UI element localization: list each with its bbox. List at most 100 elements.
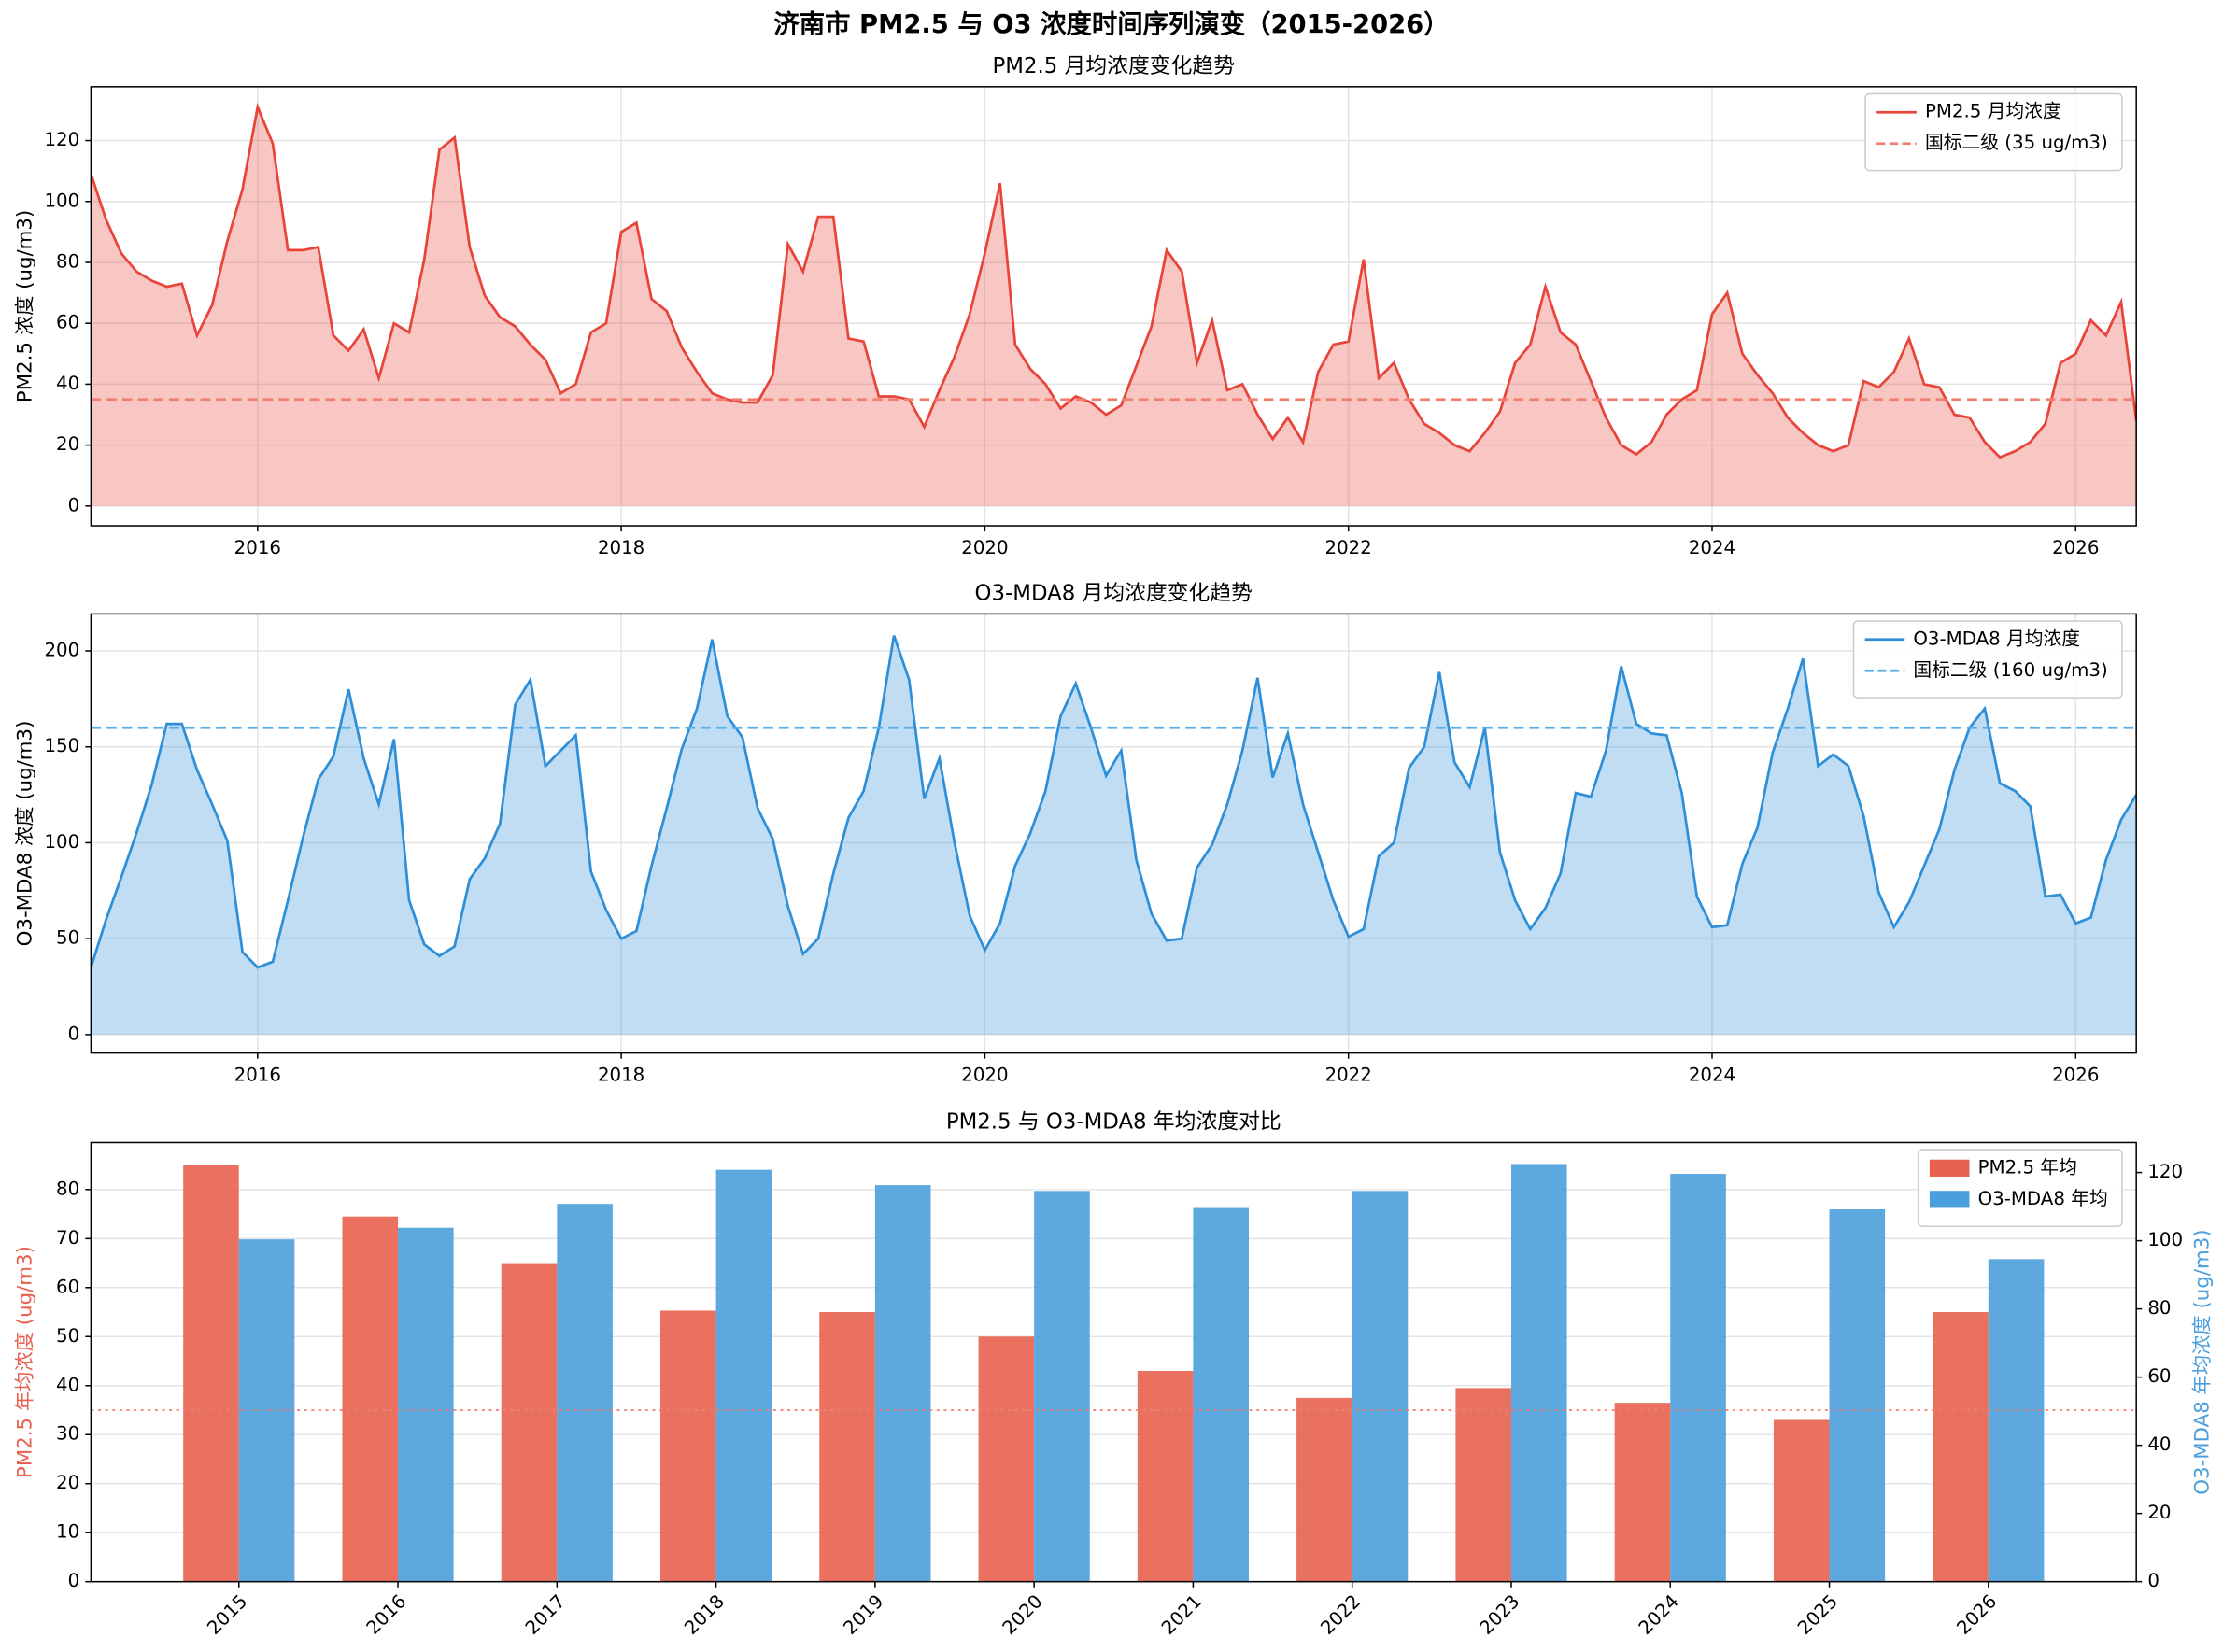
- bar: [715, 1169, 772, 1582]
- legend-label: O3-MDA8 年均: [1978, 1188, 2108, 1209]
- y2-tick-label: 100: [2147, 1229, 2183, 1250]
- y-tick-label: 20: [56, 1472, 79, 1493]
- subplot-title: PM2.5 与 O3-MDA8 年均浓度对比: [946, 1110, 1281, 1135]
- bar: [978, 1336, 1035, 1582]
- y-axis-label: PM2.5 浓度 (ug/m3): [13, 210, 36, 402]
- y-tick-label: 150: [44, 735, 79, 756]
- legend-box: [1864, 92, 2123, 172]
- legend-swatch: [1929, 1191, 1970, 1208]
- x-tick-label: 2024: [1689, 537, 1735, 558]
- legend-label: 国标二级 (35 ug/m3): [1925, 132, 2108, 153]
- plot-frame: [90, 86, 2137, 527]
- y2-tick-label: 40: [2147, 1433, 2171, 1455]
- bar: [557, 1204, 613, 1582]
- y-tick-label: 80: [56, 1178, 79, 1199]
- y-tick-label: 0: [68, 1570, 80, 1591]
- bar: [1137, 1371, 1194, 1582]
- bar: [1352, 1191, 1409, 1582]
- x-tick-label: 2015: [203, 1590, 251, 1639]
- x-tick-label: 2022: [1316, 1590, 1365, 1639]
- x-tick-label: 2025: [1793, 1590, 1842, 1639]
- x-tick-label: 2022: [1325, 537, 1372, 558]
- x-tick-label: 2020: [998, 1590, 1047, 1639]
- bar: [1773, 1419, 1830, 1582]
- bar: [659, 1310, 716, 1582]
- area-fill: [91, 106, 2137, 506]
- x-tick-label: 2017: [521, 1590, 570, 1639]
- plot-frame: [90, 1141, 2137, 1583]
- x-tick-label: 2021: [1157, 1590, 1206, 1639]
- bar: [1455, 1388, 1511, 1582]
- x-tick-label: 2016: [234, 1064, 281, 1085]
- bar: [342, 1216, 399, 1582]
- bar: [874, 1185, 931, 1582]
- bar: [238, 1239, 295, 1582]
- y2-tick-label: 20: [2147, 1502, 2171, 1523]
- legend-box: [1852, 620, 2123, 699]
- y-axis-label: PM2.5 年均浓度 (ug/m3): [13, 1246, 36, 1478]
- y-tick-label: 60: [56, 312, 79, 333]
- legend-label: 国标二级 (160 ug/m3): [1913, 659, 2107, 681]
- y-tick-label: 0: [68, 494, 80, 515]
- y-tick-label: 20: [56, 433, 79, 455]
- x-tick-label: 2018: [680, 1590, 729, 1639]
- x-tick-label: 2026: [2052, 1064, 2099, 1085]
- plot-frame: [90, 613, 2137, 1054]
- y-tick-label: 80: [56, 250, 79, 272]
- bar: [1034, 1191, 1090, 1582]
- bar: [398, 1227, 454, 1582]
- y-tick-label: 50: [56, 927, 79, 949]
- x-tick-label: 2023: [1476, 1590, 1524, 1639]
- area-fill: [91, 635, 2137, 1035]
- legend-label: O3-MDA8 月均浓度: [1913, 628, 2080, 649]
- bar: [1193, 1207, 1250, 1582]
- x-tick-label: 2024: [1635, 1590, 1683, 1639]
- bar: [1933, 1312, 1989, 1582]
- x-tick-label: 2016: [234, 537, 281, 558]
- bar: [1829, 1209, 1886, 1582]
- y-tick-label: 10: [56, 1521, 79, 1543]
- bar: [1670, 1174, 1726, 1582]
- x-tick-label: 2024: [1689, 1064, 1735, 1085]
- x-tick-label: 2019: [840, 1590, 888, 1639]
- y-axis-label: O3-MDA8 浓度 (ug/m3): [13, 721, 36, 947]
- bar: [1510, 1164, 1567, 1582]
- subplot-title: PM2.5 月均浓度变化趋势: [993, 54, 1235, 78]
- bar: [819, 1312, 875, 1582]
- y-tick-label: 30: [56, 1423, 79, 1445]
- bar: [1296, 1397, 1352, 1582]
- y-tick-label: 70: [56, 1227, 79, 1249]
- subplot-title: O3-MDA8 月均浓度变化趋势: [975, 582, 1253, 606]
- y2-tick-label: 120: [2147, 1161, 2183, 1182]
- x-tick-label: 2018: [598, 1064, 644, 1085]
- y-tick-label: 100: [44, 190, 79, 211]
- y2-tick-label: 60: [2147, 1365, 2171, 1387]
- line: [91, 635, 2137, 969]
- y-tick-label: 200: [44, 640, 79, 661]
- line: [91, 102, 2137, 459]
- x-tick-label: 2026: [2052, 537, 2099, 558]
- y2-tick-label: 80: [2147, 1297, 2171, 1319]
- y-tick-label: 0: [68, 1023, 80, 1044]
- y-tick-label: 40: [56, 1374, 79, 1395]
- y-tick-label: 100: [44, 831, 79, 853]
- x-tick-label: 2016: [362, 1590, 411, 1639]
- y2-axis-label: O3-MDA8 年均浓度 (ug/m3): [2191, 1229, 2215, 1494]
- x-tick-label: 2026: [1952, 1590, 2001, 1639]
- y-tick-label: 120: [44, 129, 79, 150]
- y-tick-label: 40: [56, 373, 79, 394]
- y-tick-label: 60: [56, 1276, 79, 1297]
- legend: PM2.5 年均 O3-MDA8 年均: [1917, 1149, 2123, 1228]
- bar: [1988, 1259, 2045, 1582]
- legend-swatch: [1929, 1159, 1970, 1177]
- bar: [183, 1165, 239, 1582]
- legend-label: PM2.5 年均: [1978, 1156, 2077, 1178]
- legend-label: PM2.5 月均浓度: [1925, 101, 2061, 122]
- x-tick-label: 2020: [961, 537, 1008, 558]
- y2-tick-label: 0: [2147, 1570, 2159, 1591]
- x-tick-label: 2018: [598, 537, 644, 558]
